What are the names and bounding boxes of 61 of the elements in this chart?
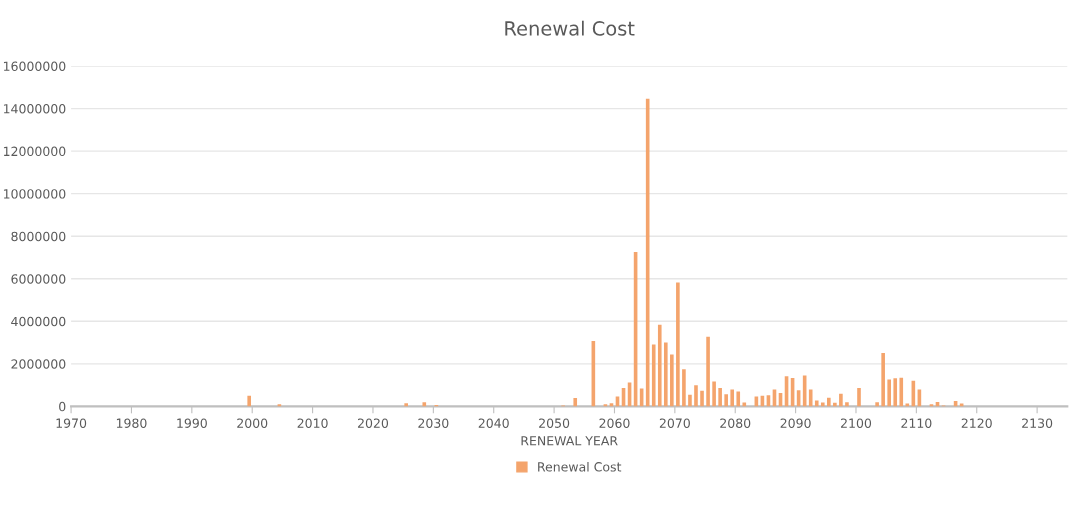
bar [422, 402, 427, 407]
bar [700, 390, 704, 407]
bar [682, 369, 686, 407]
bar [663, 342, 668, 407]
bar [827, 397, 831, 407]
y-tick-label: 16000000 [3, 61, 66, 71]
y-tick-label: 6000000 [11, 274, 66, 284]
x-tick-label: 2050 [539, 418, 570, 428]
x-tick-label: 2040 [478, 418, 509, 428]
y-tick-label: 0 [59, 401, 66, 412]
x-tick-label: 2020 [357, 418, 389, 428]
bar [724, 394, 728, 407]
bar [712, 381, 716, 407]
bar [845, 402, 849, 407]
bar [670, 354, 674, 407]
y-tick-label: 12000000 [3, 146, 66, 157]
x-tick-label: 2030 [418, 418, 449, 428]
chart-title: Renewal Cost [505, 20, 635, 36]
bar [573, 398, 578, 407]
bar [676, 282, 680, 407]
x-tick-label: 2100 [841, 418, 872, 428]
x-tick-label: 2010 [297, 418, 328, 428]
bar [857, 387, 861, 407]
bar [839, 393, 843, 407]
legend-label: Renewal Cost [538, 461, 622, 472]
y-tick-label: 8000000 [11, 231, 66, 242]
bar [688, 394, 692, 407]
x-tick-label: 1990 [177, 418, 207, 428]
x-tick-label: 2110 [901, 418, 932, 428]
x-tick-label: 2130 [1022, 418, 1053, 428]
x-tick-label: 2090 [780, 418, 811, 428]
bar [718, 388, 722, 407]
y-tick-label: 10000000 [3, 189, 66, 199]
bar [247, 395, 252, 407]
bar [899, 377, 904, 407]
bar [833, 402, 837, 407]
bar [694, 385, 698, 407]
bar [730, 389, 735, 407]
x-tick-label: 2080 [720, 418, 751, 428]
bar [736, 391, 741, 407]
x-tick-label: 2000 [237, 418, 268, 428]
bar [657, 324, 662, 407]
y-tick-label: 2000000 [11, 359, 66, 369]
x-tick-label: 1970 [56, 418, 87, 428]
x-tick-label: 2070 [659, 418, 690, 428]
bar [808, 389, 813, 407]
y-tick-label: 14000000 [3, 104, 66, 114]
bar [905, 403, 910, 407]
bar [651, 344, 656, 407]
x-tick-label: 2060 [599, 418, 630, 428]
x-axis-title: RENEWAL YEAR [521, 436, 618, 446]
bar [881, 353, 885, 407]
y-tick-label: 4000000 [11, 316, 66, 327]
bar [875, 402, 879, 407]
x-tick-label: 2120 [961, 418, 992, 428]
x-tick-label: 1980 [116, 418, 147, 428]
bar [893, 378, 898, 407]
bar [887, 379, 892, 407]
bar [404, 403, 408, 407]
bar [814, 400, 819, 407]
bar [706, 336, 710, 407]
